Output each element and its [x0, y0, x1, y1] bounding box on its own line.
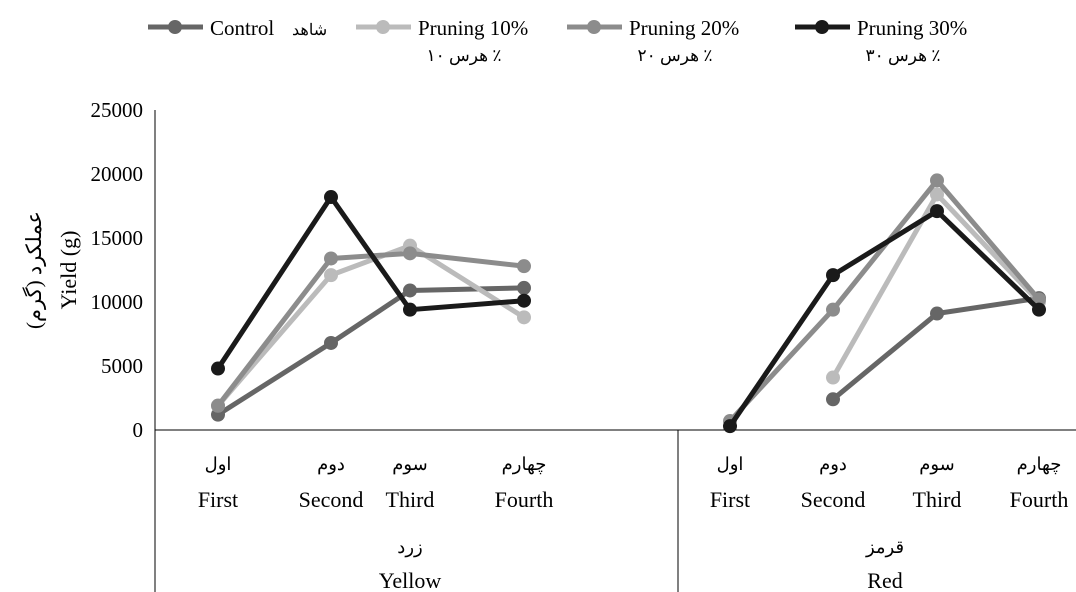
series-line: [216, 285, 525, 417]
data-point: [324, 335, 338, 350]
data-point: [517, 280, 531, 295]
data-point: [211, 361, 225, 376]
data-point: [324, 268, 338, 283]
legend-swatch-marker: [815, 20, 829, 34]
data-point: [324, 251, 338, 266]
legend-label-fa: هرس ۳۰ ٪: [865, 46, 940, 66]
data-point: [517, 293, 531, 308]
data-point: [403, 246, 417, 261]
category-label-en: Third: [386, 487, 435, 512]
data-point: [826, 392, 840, 407]
data-point: [517, 259, 531, 274]
y-axis-title: Yield (g) عملکرد (گرم): [22, 211, 81, 329]
category-label-en: First: [710, 487, 750, 512]
category-label-fa: دوم: [317, 454, 345, 475]
legend-label: Pruning 30%: [857, 16, 967, 40]
data-point: [723, 419, 737, 434]
category-label-fa: چهارم: [1017, 454, 1062, 475]
data-point: [930, 173, 944, 188]
data-point: [1032, 302, 1046, 317]
y-axis-title-fa: عملکرد (گرم): [22, 211, 47, 329]
data-point: [403, 283, 417, 298]
data-point: [930, 187, 944, 202]
series-line: [830, 191, 1041, 379]
data-point: [826, 302, 840, 317]
series-line: [727, 208, 1041, 428]
group-label-fa: قرمز: [865, 537, 904, 558]
data-point: [211, 398, 225, 413]
legend-label-fa: شاهد: [292, 22, 327, 39]
group-label-en: Red: [867, 568, 902, 592]
legend-swatch-marker: [376, 20, 390, 34]
y-tick-label: 20000: [91, 162, 144, 186]
y-tick-label: 25000: [91, 98, 144, 122]
category-label-en: Second: [801, 487, 866, 512]
legend-label: Pruning 10%: [418, 16, 528, 40]
y-tick-label: 15000: [91, 226, 144, 250]
series-line: [216, 243, 526, 408]
y-tick-label: 5000: [101, 354, 143, 378]
legend-label-fa: هرس ۱۰ ٪: [426, 46, 501, 66]
y-tick-label: 0: [133, 418, 144, 442]
data-point: [403, 302, 417, 317]
legend-label: Pruning 20%: [629, 16, 739, 40]
data-point: [517, 310, 531, 325]
y-tick-label: 10000: [91, 290, 144, 314]
legend-swatch-marker: [587, 20, 601, 34]
legend: Control شاهد Pruning 10% هرس ۱۰ ٪ Pruning 20…: [148, 16, 967, 66]
legend-label: Control: [210, 16, 274, 40]
legend-label-fa: هرس ۲۰ ٪: [637, 46, 712, 66]
data-point: [930, 306, 944, 321]
axes: 0 5000 10000 15000 20000 25000: [91, 98, 1076, 592]
data-point: [930, 204, 944, 219]
category-label-fa: اول: [205, 454, 232, 475]
series-line: [215, 194, 525, 370]
data-point: [826, 370, 840, 385]
category-label-en: Fourth: [495, 487, 554, 512]
category-label-en: Fourth: [1010, 487, 1069, 512]
group-label-en: Yellow: [379, 568, 442, 592]
category-label-en: First: [198, 487, 238, 512]
category-label-en: Third: [913, 487, 962, 512]
category-label-fa: دوم: [819, 454, 847, 475]
category-label-fa: اول: [717, 454, 744, 475]
category-label-fa: چهارم: [502, 454, 547, 475]
legend-swatch-marker: [168, 20, 182, 34]
y-axis-title-en: Yield (g): [56, 231, 81, 310]
category-label-en: Second: [299, 487, 364, 512]
data-point: [826, 268, 840, 283]
series-line: [728, 177, 1041, 423]
category-label-fa: سوم: [392, 454, 428, 475]
group-label-fa: زرد: [397, 537, 422, 558]
data-point: [324, 190, 338, 205]
series-lines: [211, 173, 1046, 434]
category-labels: اول First دوم Second سوم Third چهارم Fourth زرد Y…: [198, 454, 1069, 592]
category-label-fa: سوم: [919, 454, 955, 475]
